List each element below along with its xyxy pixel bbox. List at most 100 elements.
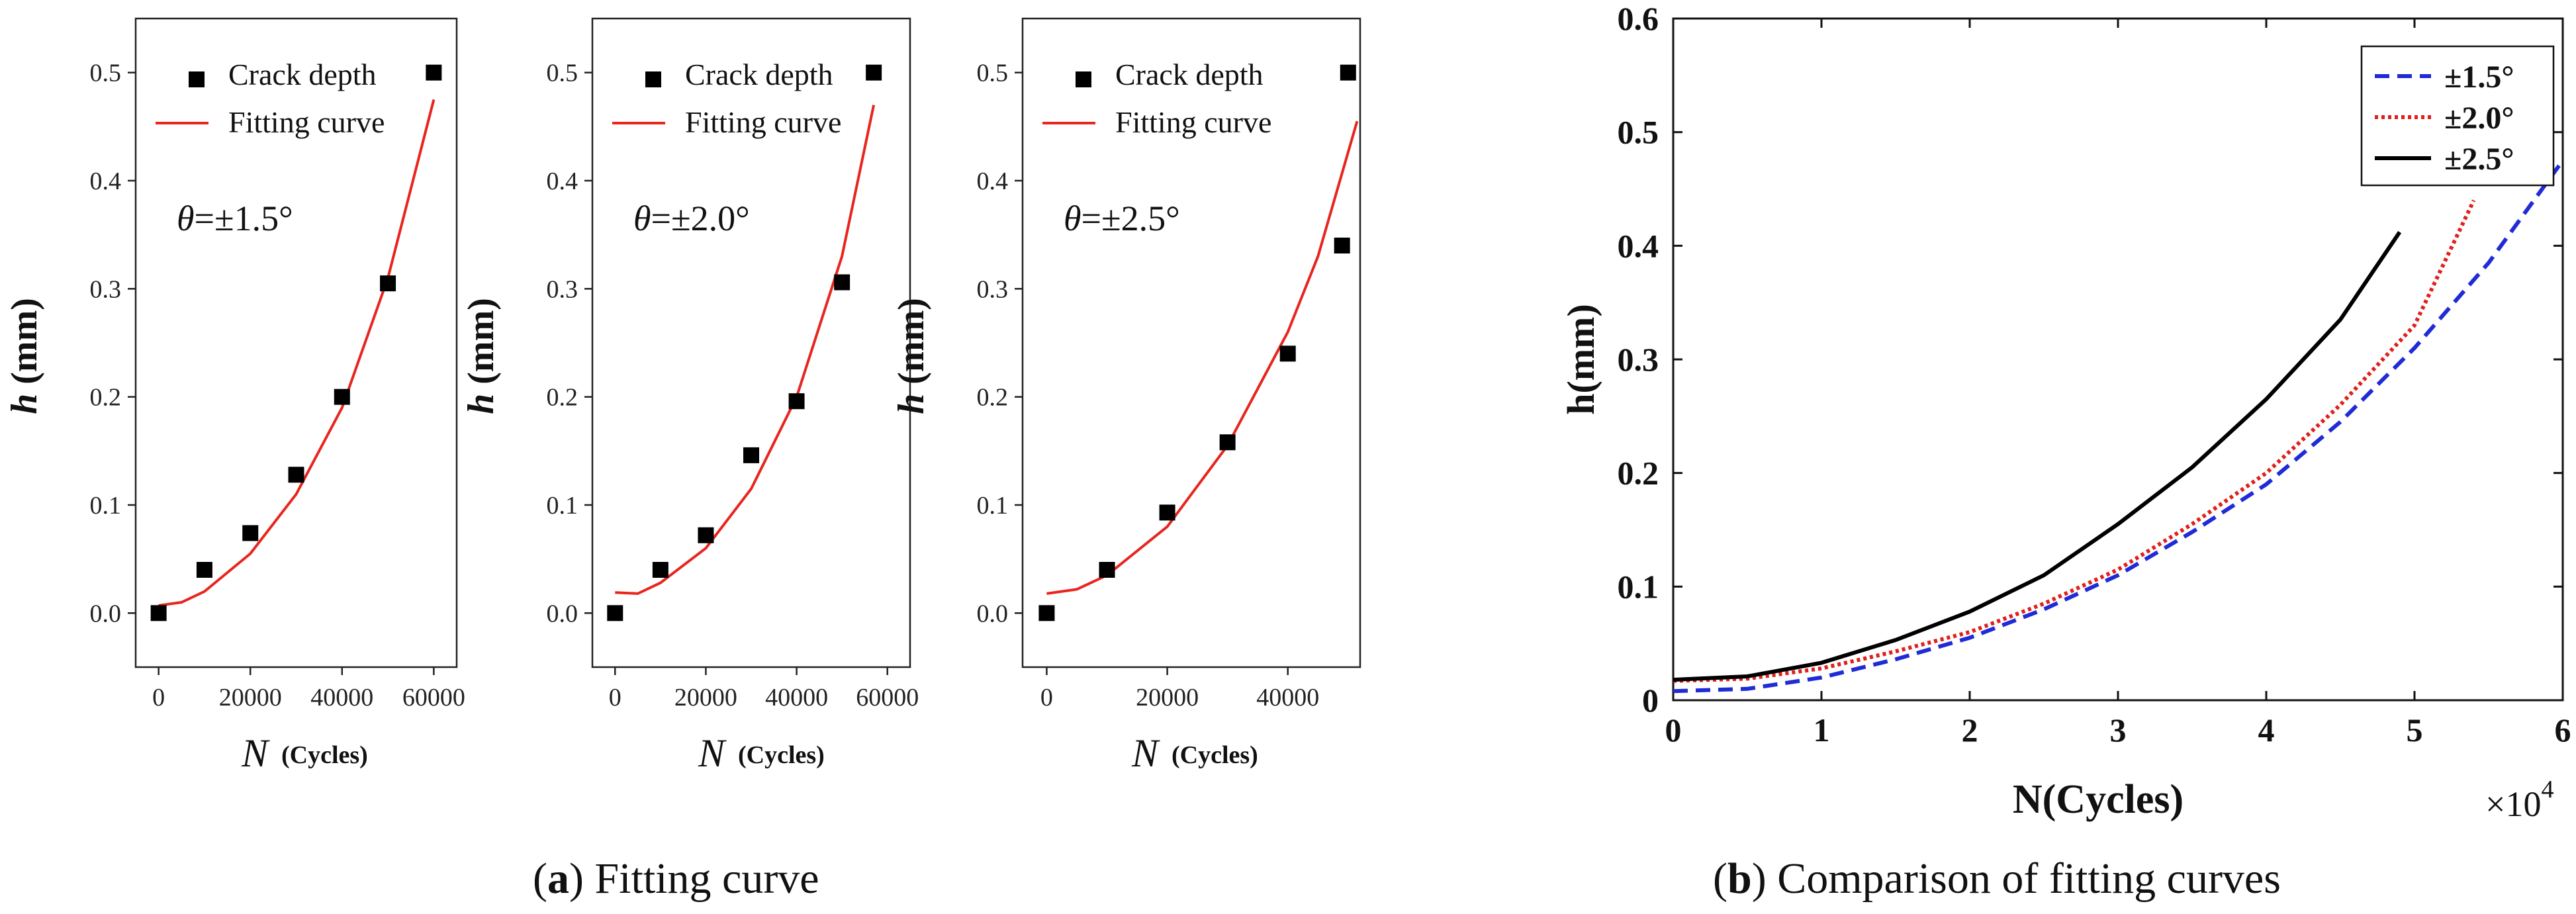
x-axis-symbol: N (241, 731, 270, 775)
legend-label-crack-depth: Crack depth (1115, 58, 1264, 91)
theta-value: =±2.5° (1081, 199, 1180, 238)
x-axis-multiplier: ×104 (2485, 776, 2553, 824)
legend-label-fitting-curve: Fitting curve (685, 105, 841, 139)
crack-depth-point (1340, 64, 1356, 81)
y-tick-label: 0.3 (977, 275, 1009, 303)
crack-depth-point (334, 388, 350, 405)
legend-marker-crack-depth (645, 71, 661, 87)
caption-a-text: Fitting curve (583, 854, 819, 903)
y-tick-label: 0.5 (977, 60, 1009, 87)
theta-value: =±1.5° (195, 199, 293, 238)
y-tick-label: 0.0 (90, 600, 122, 627)
panel-a2: 0.0 0.1 0.2 0.3 0.4 0.5 0 20000 40000 60000 h (mm)… (461, 17, 919, 775)
crack-depth-point (866, 64, 882, 81)
x-tick-label: 40000 (765, 684, 828, 711)
x-tick-label: 40000 (310, 684, 373, 711)
y-tick-label: 0.6 (1618, 0, 1659, 37)
y-tick-label: 0.2 (90, 384, 122, 412)
caption-b-text: Comparison of fitting curves (1766, 854, 2281, 903)
crack-depth-point (698, 527, 714, 543)
x-tick-label: 20000 (674, 684, 737, 711)
x-tick-label: 1 (1814, 711, 1830, 749)
crack-depth-point (1219, 434, 1236, 451)
x-axis-symbol: N (1131, 731, 1160, 775)
x-tick-label: 0 (152, 684, 165, 711)
y-tick-label: 0.3 (1618, 341, 1659, 378)
crack-depth-point (1334, 238, 1350, 253)
caption-a: (a) Fitting curve (533, 854, 819, 903)
y-tick-label: 0.1 (1618, 568, 1659, 605)
series-line-dotted (1673, 199, 2476, 683)
y-tick-label: 0.5 (90, 60, 122, 87)
y-axis-title: h(mm) (1559, 304, 1602, 415)
caption-b: (b) Comparison of fitting curves (1713, 854, 2281, 903)
theta-symbol: θ (633, 199, 651, 238)
x-axis-unit: (Cycles) (738, 741, 825, 769)
x-multiplier-exponent: 4 (2541, 776, 2553, 803)
plot-frame (1021, 17, 1361, 668)
y-tick-label: 0.0 (547, 600, 578, 627)
legend-label-fitting-curve: Fitting curve (1115, 105, 1271, 139)
x-tick-label: 0 (609, 684, 621, 711)
crack-depth-point (1159, 504, 1175, 521)
crack-depth-point (834, 274, 851, 291)
legend-label: ±2.5° (2444, 142, 2514, 177)
crack-depth-point (242, 525, 259, 541)
x-axis-title: N(Cycles) (2013, 777, 2184, 822)
y-axis-unit: (mm) (461, 298, 502, 394)
y-tick-label: 0.2 (977, 384, 1009, 412)
x-multiplier-base: ×10 (2485, 784, 2541, 824)
x-tick-label: 0 (1665, 711, 1682, 749)
x-axis-unit: (Cycles) (1172, 741, 1258, 769)
caption-a-letter: a (547, 854, 569, 903)
y-tick-label: 0.2 (1618, 455, 1659, 492)
y-tick-label: 0.4 (547, 167, 578, 195)
theta-annotation: θ=±1.5° (177, 199, 293, 238)
plot-frame (591, 17, 911, 668)
crack-depth-point (652, 562, 668, 578)
y-tick-label: 0.3 (90, 275, 122, 303)
x-axis-symbol: N (698, 731, 727, 775)
crack-depth-point (743, 447, 759, 463)
plot-frame (134, 17, 458, 668)
y-tick-label: 0.1 (977, 492, 1009, 520)
y-axis-unit: (mm) (891, 298, 932, 394)
crack-depth-point (380, 275, 396, 292)
caption-b-letter: b (1727, 854, 1752, 903)
crack-depth-point (607, 605, 623, 621)
y-axis-title: h (mm) (4, 298, 45, 414)
crack-depth-point (1099, 562, 1115, 578)
y-axis-title: h (mm) (891, 298, 932, 414)
x-tick-label: 3 (2110, 711, 2127, 749)
theta-symbol: θ (1064, 199, 1081, 238)
x-tick-label: 5 (2407, 711, 2423, 749)
crack-depth-point (1279, 345, 1296, 362)
panel-b: 0 0.1 0.2 0.3 0.4 0.5 0.6 0 1 2 3 4 5 6 h(mm) N(Cycles)… (1559, 0, 2571, 824)
y-tick-label: 0.2 (547, 384, 578, 412)
theta-annotation: θ=±2.5° (1064, 199, 1180, 238)
y-axis-symbol: h (4, 394, 45, 414)
x-tick-label: 0 (1040, 684, 1053, 711)
y-tick-label: 0.4 (977, 167, 1009, 195)
theta-annotation: θ=±2.0° (633, 199, 750, 238)
y-tick-label: 0.5 (547, 60, 578, 87)
x-axis-unit: (Cycles) (281, 741, 368, 769)
y-tick-label: 0.1 (547, 492, 578, 520)
y-tick-label: 0.4 (90, 167, 122, 195)
legend-label-crack-depth: Crack depth (228, 58, 377, 91)
crack-depth-point (1038, 605, 1055, 621)
legend-label: ±1.5° (2444, 60, 2514, 95)
panel-a3: 0.0 0.1 0.2 0.3 0.4 0.5 0 20000 40000 h (mm) N (Cyc… (891, 17, 1361, 775)
y-axis-symbol: h (461, 394, 502, 414)
legend-label-fitting-curve: Fitting curve (228, 105, 385, 139)
legend-marker-crack-depth (189, 71, 205, 87)
y-tick-label: 0.4 (1618, 227, 1659, 264)
crack-depth-point (288, 467, 304, 483)
y-tick-label: 0.1 (90, 492, 122, 520)
y-axis-title: h (mm) (461, 298, 502, 414)
y-tick-label: 0.5 (1618, 114, 1659, 151)
x-tick-label: 60000 (856, 684, 919, 711)
legend-box (2360, 45, 2555, 187)
x-tick-label: 40000 (1256, 684, 1319, 711)
x-tick-label: 2 (1962, 711, 1978, 749)
